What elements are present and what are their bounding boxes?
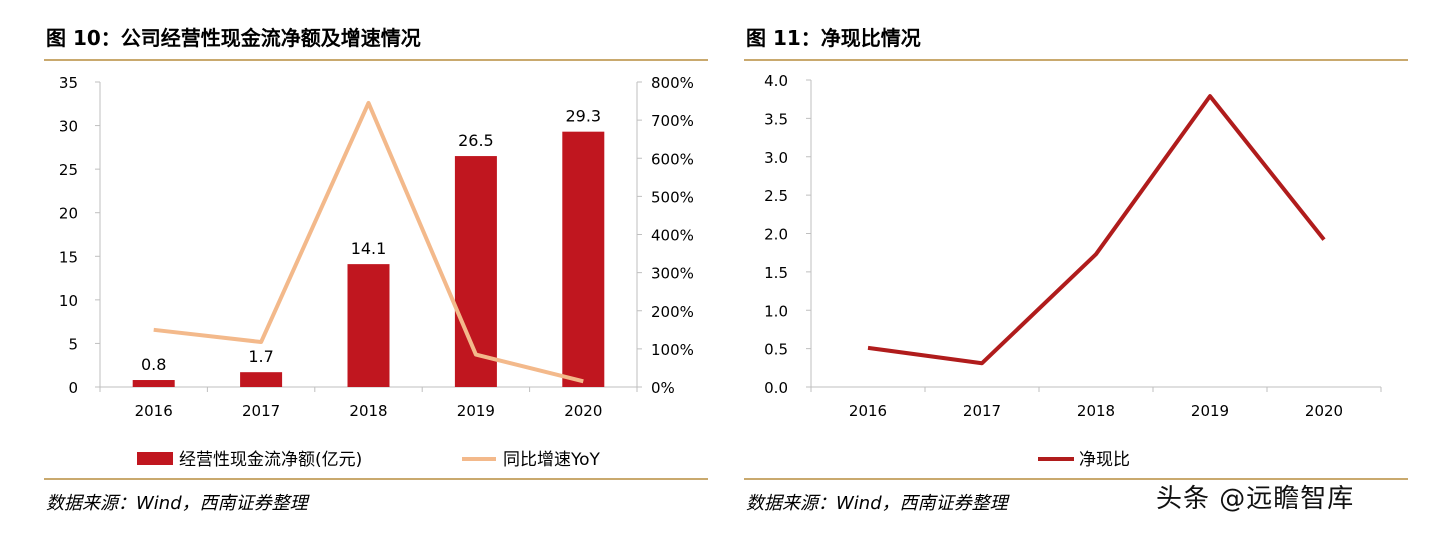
- source-note: 数据来源：Wind，西南证券整理: [46, 493, 308, 514]
- x-tick-label: 2018: [349, 402, 387, 420]
- y-tick-label-right: 600%: [651, 150, 694, 168]
- x-tick-label: 2020: [564, 402, 602, 420]
- x-tick-label: 2016: [135, 402, 173, 420]
- y-tick-label-left: 20: [59, 205, 78, 223]
- source-note: 数据来源：Wind，西南证券整理: [746, 493, 1008, 514]
- y-tick-label-right: 200%: [651, 303, 694, 321]
- bar: [562, 131, 605, 387]
- x-tick-label: 2019: [1191, 402, 1229, 420]
- bar: [454, 156, 497, 387]
- y-tick-label-left: 15: [59, 248, 78, 266]
- bar: [347, 264, 390, 387]
- legend-swatch-bar: [137, 452, 173, 465]
- top-rule: [744, 59, 1408, 61]
- y-tick-label-left: 35: [59, 74, 78, 92]
- bar: [240, 372, 283, 387]
- data-label: 0.8: [141, 355, 166, 374]
- figure-title: 图 10：公司经营性现金流净额及增速情况: [46, 26, 421, 50]
- y-tick-label: 2.0: [764, 226, 788, 244]
- y-tick-label-right: 800%: [651, 74, 694, 92]
- x-tick-label: 2018: [1077, 402, 1115, 420]
- x-tick-label: 2017: [963, 402, 1001, 420]
- y-tick-label-right: 400%: [651, 227, 694, 245]
- series-line-ratio: [867, 94, 1326, 366]
- watermark: 头条 @远瞻智库: [1156, 484, 1355, 514]
- y-tick-label-left: 25: [59, 161, 78, 179]
- data-label: 1.7: [248, 347, 273, 366]
- top-rule: [44, 59, 708, 61]
- chart-panel-ratio: 图 11：净现比情况 数据来源：Wind，西南证券整理: [744, 0, 1408, 533]
- x-tick-label: 2016: [849, 402, 887, 420]
- y-tick-label: 0.0: [764, 379, 788, 397]
- y-tick-label: 2.5: [764, 187, 788, 205]
- y-tick-label: 4.0: [764, 72, 788, 90]
- data-label: 26.5: [458, 131, 494, 150]
- y-tick-label-left: 10: [59, 292, 78, 310]
- series-line-yoy: [153, 100, 584, 384]
- y-tick-label: 1.5: [764, 264, 788, 282]
- bottom-rule: [744, 478, 1408, 480]
- y-tick-label-right: 300%: [651, 265, 694, 283]
- data-label: 29.3: [565, 107, 601, 126]
- y-tick-label-left: 30: [59, 118, 78, 136]
- legend-label: 净现比: [1079, 450, 1130, 470]
- y-tick-label: 3.0: [764, 149, 788, 167]
- y-tick-label: 1.0: [764, 302, 788, 320]
- y-tick-label-right: 100%: [651, 341, 694, 359]
- y-tick-label-right: 500%: [651, 188, 694, 206]
- y-tick-label: 0.5: [764, 341, 788, 359]
- bar: [132, 380, 175, 387]
- legend-label: 同比增速YoY: [503, 450, 601, 470]
- figure-title: 图 11：净现比情况: [746, 26, 921, 50]
- y-tick-label-right: 700%: [651, 112, 694, 130]
- y-tick-label-right: 0%: [651, 379, 675, 397]
- x-tick-label: 2020: [1305, 402, 1343, 420]
- chart-panel-cashflow: 图 10：公司经营性现金流净额及增速情况 数据来源：Wind，西南证券整理: [44, 0, 708, 533]
- x-tick-label: 2019: [457, 402, 495, 420]
- x-tick-label: 2017: [242, 402, 280, 420]
- legend-label: 经营性现金流净额(亿元): [179, 450, 362, 470]
- y-tick-label-left: 0: [68, 379, 78, 397]
- data-label: 14.1: [351, 239, 387, 258]
- y-tick-label-left: 5: [68, 335, 78, 353]
- bottom-rule: [44, 478, 708, 480]
- y-tick-label: 3.5: [764, 110, 788, 128]
